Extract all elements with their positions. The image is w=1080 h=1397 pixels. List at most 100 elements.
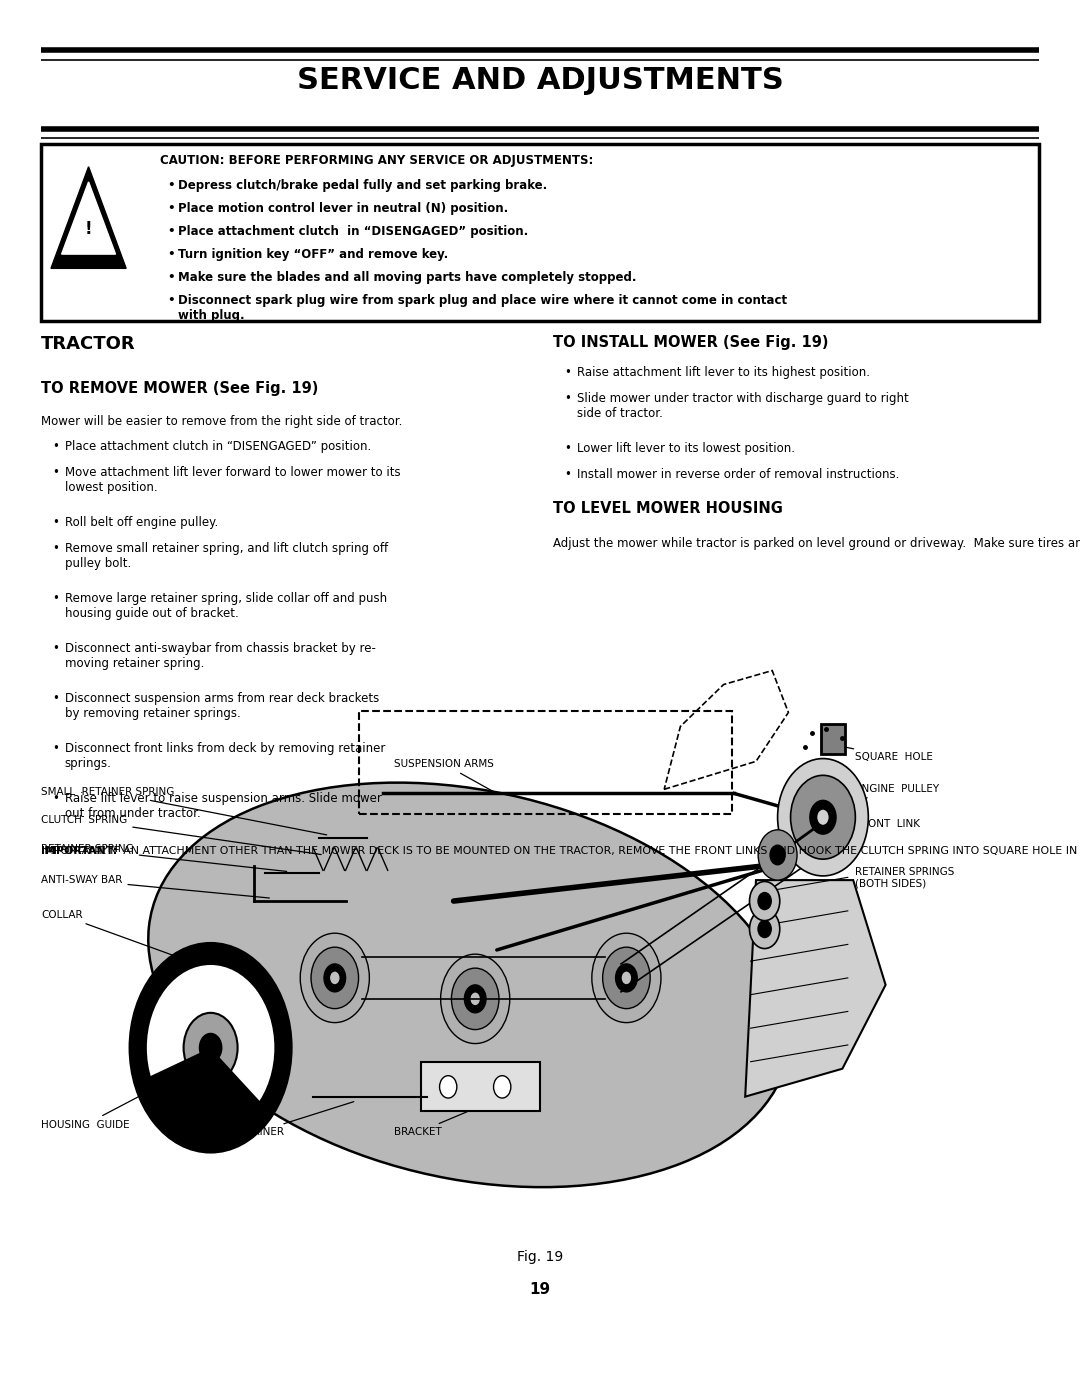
Text: Place motion control lever in neutral (N) position.: Place motion control lever in neutral (N…: [178, 201, 509, 215]
Text: Mower will be easier to remove from the right side of tractor.: Mower will be easier to remove from the …: [41, 415, 403, 427]
Text: IMPORTANT:: IMPORTANT:: [41, 847, 118, 856]
Text: Depress clutch/brake pedal fully and set parking brake.: Depress clutch/brake pedal fully and set…: [178, 179, 548, 191]
Circle shape: [603, 947, 650, 1009]
Text: 19: 19: [529, 1282, 551, 1298]
Text: CAUTION: BEFORE PERFORMING ANY SERVICE OR ADJUSTMENTS:: CAUTION: BEFORE PERFORMING ANY SERVICE O…: [160, 154, 593, 166]
Circle shape: [311, 947, 359, 1009]
Circle shape: [621, 971, 632, 985]
Text: Turn ignition key “OFF” and remove key.: Turn ignition key “OFF” and remove key.: [178, 247, 448, 261]
Text: Raise lift lever to raise suspension arms. Slide mower
out from under tractor.: Raise lift lever to raise suspension arm…: [65, 792, 381, 820]
Circle shape: [810, 800, 836, 834]
Text: Remove large retainer spring, slide collar off and push
housing guide out of bra: Remove large retainer spring, slide coll…: [65, 592, 387, 620]
Circle shape: [200, 1034, 221, 1062]
Text: Fig. 19: Fig. 19: [517, 1250, 563, 1264]
Circle shape: [758, 830, 797, 880]
Circle shape: [592, 933, 661, 1023]
Circle shape: [778, 759, 868, 876]
Text: COLLAR: COLLAR: [41, 909, 233, 977]
Text: •: •: [167, 179, 175, 191]
Text: CLUTCH  SPRING: CLUTCH SPRING: [41, 814, 321, 855]
Text: •: •: [52, 792, 58, 805]
Circle shape: [816, 809, 829, 826]
Text: •: •: [167, 247, 175, 261]
Circle shape: [441, 954, 510, 1044]
Circle shape: [616, 964, 637, 992]
Text: •: •: [564, 441, 570, 455]
Text: RETAINER SPRING: RETAINER SPRING: [41, 844, 286, 872]
Text: Adjust the mower while tractor is parked on level ground or driveway.  Make sure: Adjust the mower while tractor is parked…: [553, 538, 1080, 550]
Text: •: •: [167, 225, 175, 237]
Circle shape: [130, 943, 292, 1153]
FancyBboxPatch shape: [821, 724, 845, 754]
Text: LARGE  RETAINER
SPRING: LARGE RETAINER SPRING: [192, 1102, 354, 1148]
Text: Install mower in reverse order of removal instructions.: Install mower in reverse order of remova…: [577, 468, 899, 481]
Circle shape: [470, 992, 481, 1006]
Text: IMPORTANT: IF AN ATTACHMENT OTHER THAN THE MOWER DECK IS TO BE MOUNTED ON THE TR: IMPORTANT: IF AN ATTACHMENT OTHER THAN T…: [41, 847, 1080, 856]
Text: Raise attachment lift lever to its highest position.: Raise attachment lift lever to its highe…: [577, 366, 869, 379]
Polygon shape: [51, 166, 126, 268]
Text: Make sure the blades and all moving parts have completely stopped.: Make sure the blades and all moving part…: [178, 271, 637, 284]
Text: TRACTOR: TRACTOR: [41, 335, 136, 353]
Text: •: •: [52, 440, 58, 453]
Text: Disconnect anti-swaybar from chassis bracket by re-
moving retainer spring.: Disconnect anti-swaybar from chassis bra…: [65, 641, 376, 671]
Text: •: •: [167, 271, 175, 284]
Text: •: •: [52, 641, 58, 655]
Circle shape: [758, 893, 771, 909]
Text: •: •: [564, 393, 570, 405]
Circle shape: [758, 921, 771, 937]
Circle shape: [770, 845, 785, 865]
Circle shape: [329, 971, 340, 985]
Text: ANTI-SWAY BAR: ANTI-SWAY BAR: [41, 875, 269, 898]
Text: •: •: [52, 742, 58, 754]
Circle shape: [324, 964, 346, 992]
Text: •: •: [52, 542, 58, 555]
Text: SERVICE AND ADJUSTMENTS: SERVICE AND ADJUSTMENTS: [297, 66, 783, 95]
FancyBboxPatch shape: [41, 144, 1039, 321]
Circle shape: [451, 968, 499, 1030]
Text: TO INSTALL MOWER (See Fig. 19): TO INSTALL MOWER (See Fig. 19): [553, 335, 828, 351]
FancyBboxPatch shape: [421, 1062, 540, 1111]
Text: Place attachment clutch in “DISENGAGED” position.: Place attachment clutch in “DISENGAGED” …: [65, 440, 372, 453]
Polygon shape: [745, 880, 886, 1097]
Text: •: •: [52, 592, 58, 605]
Text: Lower lift lever to its lowest position.: Lower lift lever to its lowest position.: [577, 441, 795, 455]
Text: !: !: [84, 221, 93, 239]
Circle shape: [494, 1076, 511, 1098]
Text: Move attachment lift lever forward to lower mower to its
lowest position.: Move attachment lift lever forward to lo…: [65, 467, 401, 495]
Text: •: •: [564, 366, 570, 379]
Text: •: •: [52, 467, 58, 479]
Text: •: •: [52, 515, 58, 529]
Text: Disconnect spark plug wire from spark plug and place wire where it cannot come i: Disconnect spark plug wire from spark pl…: [178, 293, 787, 323]
Ellipse shape: [148, 782, 792, 1187]
Text: FRONT  LINK: FRONT LINK: [780, 819, 920, 854]
Text: TO LEVEL MOWER HOUSING: TO LEVEL MOWER HOUSING: [553, 502, 783, 515]
Text: Disconnect suspension arms from rear deck brackets
by removing retainer springs.: Disconnect suspension arms from rear dec…: [65, 692, 379, 719]
Text: Disconnect front links from deck by removing retainer
springs.: Disconnect front links from deck by remo…: [65, 742, 386, 770]
Text: Roll belt off engine pulley.: Roll belt off engine pulley.: [65, 515, 218, 529]
Circle shape: [750, 909, 780, 949]
Circle shape: [146, 964, 275, 1132]
Circle shape: [300, 933, 369, 1023]
Text: •: •: [167, 201, 175, 215]
Circle shape: [791, 775, 855, 859]
Text: SQUARE  HOLE: SQUARE HOLE: [829, 743, 933, 763]
Wedge shape: [150, 1048, 260, 1132]
Text: •: •: [564, 468, 570, 481]
Circle shape: [440, 1076, 457, 1098]
Text: Slide mower under tractor with discharge guard to right
side of tractor.: Slide mower under tractor with discharge…: [577, 393, 908, 420]
Text: •: •: [52, 692, 58, 705]
Text: RETAINER SPRINGS
(BOTH SIDES): RETAINER SPRINGS (BOTH SIDES): [769, 866, 955, 914]
Circle shape: [184, 1013, 238, 1083]
Polygon shape: [62, 182, 116, 254]
Text: ENGINE  PULLEY: ENGINE PULLEY: [825, 784, 940, 809]
Text: Remove small retainer spring, and lift clutch spring off
pulley bolt.: Remove small retainer spring, and lift c…: [65, 542, 388, 570]
Circle shape: [750, 882, 780, 921]
Text: Place attachment clutch  in “DISENGAGED” position.: Place attachment clutch in “DISENGAGED” …: [178, 225, 528, 237]
Text: SUSPENSION ARMS: SUSPENSION ARMS: [394, 759, 495, 792]
Text: •: •: [167, 293, 175, 307]
Text: TO REMOVE MOWER (See Fig. 19): TO REMOVE MOWER (See Fig. 19): [41, 381, 319, 397]
Text: BRACKET: BRACKET: [394, 1112, 468, 1137]
Text: HOUSING  GUIDE: HOUSING GUIDE: [41, 1084, 163, 1130]
Text: SMALL  RETAINER SPRING: SMALL RETAINER SPRING: [41, 787, 326, 835]
Circle shape: [464, 985, 486, 1013]
